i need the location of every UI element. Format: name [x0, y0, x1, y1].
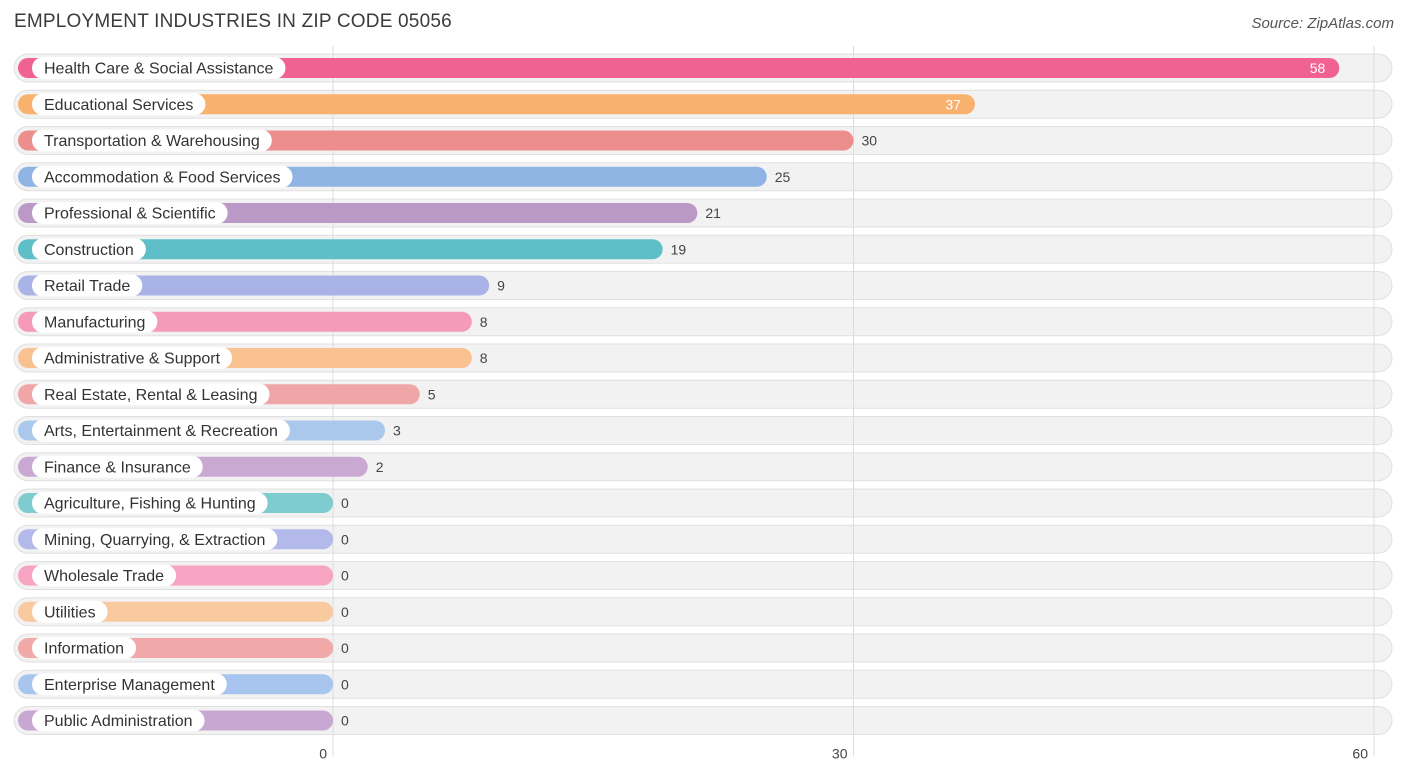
row-track — [13, 488, 1393, 518]
category-label-pill — [32, 564, 177, 587]
category-label-pill — [32, 93, 206, 116]
value-label: 0 — [341, 604, 349, 620]
bar-row[interactable]: Agriculture, Fishing & Hunting 0 — [18, 492, 349, 514]
value-label: 37 — [945, 96, 961, 112]
category-label: Manufacturing — [44, 314, 145, 331]
category-label-pill — [32, 238, 146, 261]
category-label: Mining, Quarrying, & Extraction — [44, 532, 265, 549]
bar-row[interactable]: Wholesale Trade 0 — [18, 564, 349, 587]
value-label: 0 — [341, 531, 349, 547]
category-label: Construction — [44, 242, 134, 259]
bar-row[interactable]: Information 0 — [18, 637, 349, 659]
category-label-pill — [32, 310, 158, 333]
category-label-pill — [32, 165, 293, 188]
category-label-pill — [32, 600, 108, 623]
category-label: Educational Services — [44, 97, 193, 114]
category-label-pill — [32, 274, 143, 297]
row-track — [13, 633, 1393, 663]
category-label-pill — [32, 383, 270, 406]
category-label-pill — [32, 129, 272, 152]
row-track — [13, 561, 1393, 590]
category-label: Enterprise Management — [44, 677, 215, 694]
category-label: Professional & Scientific — [44, 206, 216, 223]
category-label-pill — [32, 709, 205, 732]
value-label: 0 — [341, 676, 349, 692]
value-label: 2 — [376, 459, 384, 475]
value-label: 19 — [671, 241, 687, 257]
x-tick-label: 60 — [1352, 746, 1368, 762]
bar-row[interactable]: Enterprise Management 0 — [18, 673, 349, 696]
bar-row[interactable]: Accommodation & Food Services 25 — [18, 165, 791, 188]
category-label-pill — [32, 347, 233, 369]
value-label: 3 — [393, 423, 401, 439]
value-label: 0 — [341, 713, 349, 729]
bar-row[interactable]: Arts, Entertainment & Recreation 3 — [18, 419, 401, 442]
value-label: 0 — [341, 568, 349, 584]
value-label: 8 — [480, 314, 488, 330]
bar[interactable] — [18, 94, 975, 115]
category-label: Administrative & Support — [44, 351, 221, 368]
category-label-pill — [32, 419, 290, 442]
category-label: Retail Trade — [44, 278, 130, 295]
category-label-pill — [32, 528, 278, 551]
value-label: 21 — [705, 205, 721, 221]
row-track — [13, 669, 1393, 699]
category-label: Finance & Insurance — [44, 459, 191, 476]
category-label-pill — [32, 202, 228, 224]
category-label-pill — [32, 637, 137, 659]
bar[interactable] — [18, 239, 663, 260]
value-label: 8 — [480, 350, 488, 366]
category-label-pill — [32, 673, 227, 696]
bar-row[interactable]: Educational Services 37 — [18, 93, 975, 116]
row-track — [13, 706, 1393, 735]
bars: Health Care & Social Assistance 58Educati… — [18, 57, 1340, 732]
category-label: Wholesale Trade — [44, 568, 164, 585]
x-axis: 0 30 60 — [319, 746, 1368, 762]
value-label: 5 — [428, 386, 436, 402]
category-label: Real Estate, Rental & Leasing — [44, 387, 257, 404]
x-tick-label: 30 — [832, 746, 848, 762]
bar-row[interactable]: Real Estate, Rental & Leasing 5 — [18, 383, 436, 406]
category-label-pill — [32, 455, 203, 478]
bar-row[interactable]: Manufacturing 8 — [18, 310, 488, 333]
value-label: 30 — [862, 133, 878, 149]
row-track — [13, 597, 1393, 627]
bar-row[interactable]: Retail Trade 9 — [18, 274, 505, 297]
value-label: 0 — [341, 495, 349, 511]
category-label: Arts, Entertainment & Recreation — [44, 423, 278, 440]
value-label: 0 — [341, 640, 349, 656]
bar-row[interactable]: Public Administration 0 — [18, 709, 349, 732]
chart-title: EMPLOYMENT INDUSTRIES IN ZIP CODE 05056 — [14, 11, 452, 32]
category-label: Public Administration — [44, 713, 193, 730]
bar-row[interactable]: Mining, Quarrying, & Extraction 0 — [18, 528, 349, 551]
category-label: Accommodation & Food Services — [44, 169, 281, 186]
bar-row[interactable]: Finance & Insurance 2 — [18, 455, 384, 478]
bar-row[interactable]: Utilities 0 — [18, 600, 349, 623]
bar-row[interactable]: Administrative & Support 8 — [18, 347, 488, 369]
bar[interactable] — [18, 58, 1340, 78]
category-label-pill — [32, 492, 268, 514]
category-label: Information — [44, 641, 124, 658]
value-label: 58 — [1310, 60, 1326, 76]
bar-row[interactable]: Construction 19 — [18, 238, 687, 261]
bar-row[interactable]: Professional & Scientific 21 — [18, 202, 721, 224]
bar-row[interactable]: Transportation & Warehousing 30 — [18, 129, 878, 152]
value-label: 9 — [497, 278, 505, 294]
x-tick-label: 0 — [319, 746, 327, 762]
source-label: Source: ZipAtlas.com — [1251, 15, 1394, 32]
category-label: Agriculture, Fishing & Hunting — [44, 496, 256, 513]
category-label: Transportation & Warehousing — [44, 133, 260, 150]
category-label: Health Care & Social Assistance — [44, 61, 274, 78]
category-label: Utilities — [44, 604, 96, 621]
category-label-pill — [32, 57, 286, 79]
bar-row[interactable]: Health Care & Social Assistance 58 — [18, 57, 1340, 79]
value-label: 25 — [775, 169, 791, 185]
row-track — [13, 524, 1393, 554]
